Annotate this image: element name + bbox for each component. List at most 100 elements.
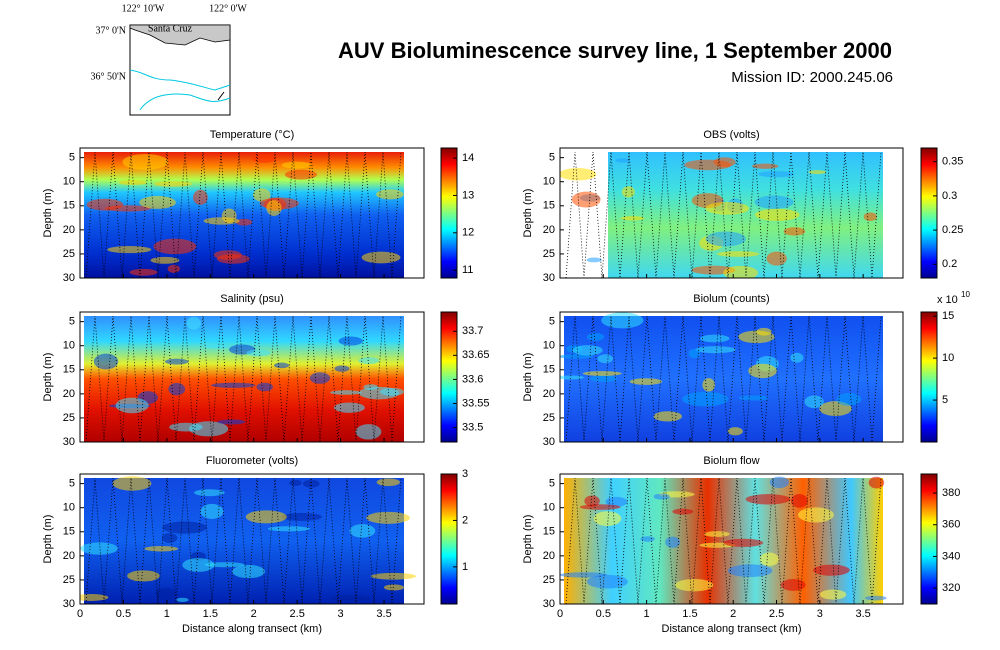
heatmap-blob [584,495,600,507]
heatmap-blob [653,411,683,422]
panel-title: OBS (volts) [703,129,759,141]
heatmap-blob [115,397,149,414]
y-tick-label: 15 [63,526,75,538]
heatmap-blob [586,257,602,263]
heatmap-blob [204,344,231,349]
land [129,24,231,46]
colorbar [920,473,938,605]
heatmap-field [84,151,404,278]
y-axis-label: Depth (m) [42,515,54,564]
heatmap-blob [702,378,715,392]
heatmap-blob [122,154,169,170]
heatmap-blob [186,316,201,330]
heatmap-blob [790,494,808,508]
heatmap-blob [586,332,605,341]
plot-frame [559,311,904,443]
heatmap-blob [281,512,322,521]
colorbar-tick-label: 33.6 [462,373,483,385]
heatmap-blob [376,478,400,487]
heatmap-blob [695,346,736,354]
y-axis-label: Depth (m) [522,189,534,238]
y-tick-label: 30 [543,272,555,284]
y-tick-label: 10 [543,176,555,188]
heatmap-blob [790,352,804,363]
heatmap-blob [675,578,714,592]
x-axis-label: Distance along transect (km) [182,623,322,635]
y-tick-label: 10 [543,340,555,352]
colorbar-tick-label: 320 [942,582,960,594]
colorbar-tick-label: 15 [942,310,954,322]
heatmap-blob [366,511,410,524]
x-tick-label: 2.5 [290,608,305,620]
heatmap-blob [865,595,887,601]
colorbar-tick-label: 33.65 [462,349,490,361]
heatmap-blob [684,159,732,171]
heatmap-blob [168,382,186,396]
y-tick-label: 15 [543,364,555,376]
colorbar-tick-label: 11 [462,264,473,276]
heatmap-blob [752,163,779,169]
heatmap-blob [161,532,178,543]
heatmap-blob [560,168,597,181]
heatmap-blob [289,479,302,487]
colorbar [920,147,938,279]
lat-label: 36° 50'N [90,71,126,82]
x-tick-label: 1 [644,608,650,620]
x-tick-label: 1.5 [682,608,697,620]
y-tick-label: 5 [549,316,555,328]
heatmap-blob [754,195,794,209]
isobath [129,69,231,91]
y-tick-label: 25 [543,412,555,424]
x-tick-label: 1.5 [203,608,218,620]
heatmap-blob [139,196,176,209]
y-tick-label: 25 [63,412,75,424]
heatmap-blob [766,251,787,266]
heatmap-blob [383,584,405,591]
y-tick-label: 5 [549,478,555,490]
heatmap-field [84,315,404,442]
heatmap-blob [370,572,417,580]
heatmap-blob [330,594,370,602]
auv-track [85,477,402,604]
panel: Fluorometer (volts)Depth (m)510152025300… [42,455,468,635]
heatmap-blob [579,504,621,510]
plot-frame [79,311,425,443]
heatmap-blob [819,589,847,600]
track [217,91,225,101]
heatmap-blob [769,476,790,489]
heatmap-blob [164,358,189,365]
heatmap-blob [798,507,834,523]
colorbar-tick-label: 2 [462,514,468,526]
heatmap-blob [176,597,189,602]
figure-title: AUV Bioluminescence survey line, 1 Septe… [338,38,892,63]
x-tick-label: 2 [251,608,257,620]
heatmap-blob [200,503,224,519]
colorbar-tick-label: 12 [462,227,474,239]
heatmap-field [80,476,417,604]
x-tick-label: 0.5 [116,608,131,620]
heatmap-blob [723,538,764,547]
heatmap-blob [863,212,877,222]
y-tick-label: 5 [69,152,75,164]
heatmap-blob [129,268,158,276]
y-axis-label: Depth (m) [522,515,534,564]
heatmap-blob [653,493,670,500]
heatmap-blob [620,216,645,221]
heatmap-blob [153,181,193,187]
y-tick-label: 30 [543,436,555,448]
auv-track [565,477,882,604]
y-tick-label: 15 [63,200,75,212]
panel-title: Biolum (counts) [693,293,769,305]
heatmap-field [560,476,887,604]
heatmap-blob [338,336,363,346]
heatmap-blob [615,158,631,163]
x-tick-label: 0.5 [596,608,611,620]
y-tick-label: 30 [63,598,75,610]
colorbar-tick-label: 1 [462,561,468,573]
lon-label: 122° 0'W [209,3,247,14]
heatmap-blob [813,564,850,576]
heatmap-blob [162,521,207,534]
plot-frame [559,473,904,605]
heatmap-blob [330,390,362,395]
plot-frame [79,147,425,279]
